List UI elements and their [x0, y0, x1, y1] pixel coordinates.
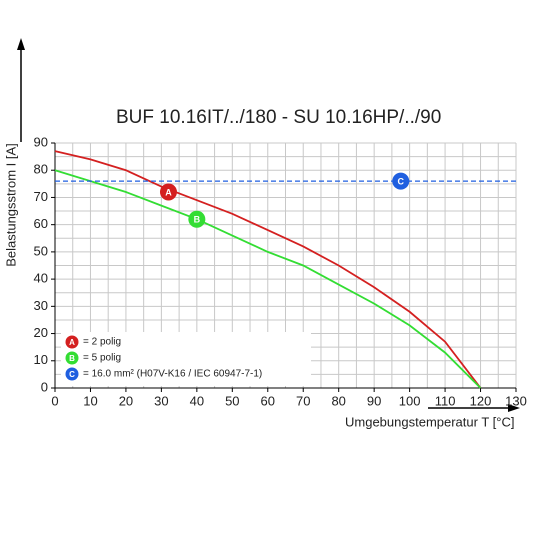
- y-axis-label: Belastungsstrom I [A]: [3, 143, 18, 267]
- y-tick-label: 70: [34, 189, 48, 204]
- y-tick-label: 90: [34, 134, 48, 149]
- series-marker: [392, 172, 410, 190]
- chart-title: BUF 10.16IT/../180 - SU 10.16HP/../90: [116, 107, 441, 128]
- series-line: [54, 150, 482, 389]
- legend-label: = 5 polig: [83, 353, 121, 364]
- x-tick-label: 20: [119, 393, 133, 408]
- x-tick-label: 50: [225, 393, 239, 408]
- y-tick-label: 0: [41, 379, 48, 394]
- x-tick-label: 90: [367, 393, 381, 408]
- x-tick-label: 40: [190, 393, 204, 408]
- x-tick-label: 10: [83, 393, 97, 408]
- y-tick-label: 40: [34, 271, 48, 286]
- x-axis-label: Umgebungstemperatur T [°C]: [345, 414, 514, 429]
- series-marker: [159, 183, 177, 201]
- y-tick-label: 50: [34, 243, 48, 258]
- marker-label: B: [194, 215, 201, 225]
- legend-marker-label: C: [69, 370, 75, 379]
- series-line: [54, 169, 482, 389]
- x-tick-label: 0: [51, 393, 58, 408]
- legend-marker: [65, 335, 79, 349]
- x-tick-label: 110: [435, 393, 456, 408]
- x-tick-label: 30: [154, 393, 168, 408]
- y-tick-label: 20: [34, 325, 48, 340]
- x-tick-label: 130: [505, 393, 527, 408]
- legend-marker: [65, 367, 79, 381]
- x-tick-label: 100: [399, 393, 421, 408]
- legend-marker: [65, 351, 79, 365]
- marker-label: A: [165, 187, 172, 197]
- legend-label: = 2 polig: [83, 337, 121, 348]
- legend-marker-label: A: [69, 338, 75, 347]
- x-tick-label: 80: [331, 393, 345, 408]
- legend-box: [61, 332, 311, 386]
- y-axis-arrow-head: [17, 38, 25, 50]
- x-axis-arrow-head: [508, 404, 520, 412]
- x-tick-label: 70: [296, 393, 310, 408]
- legend-label: = 16.0 mm² (H07V-K16 / IEC 60947-7-1): [83, 369, 262, 380]
- x-tick-label: 60: [261, 393, 275, 408]
- y-tick-label: 60: [34, 216, 48, 231]
- legend-marker-label: B: [69, 354, 75, 363]
- y-tick-label: 80: [34, 162, 48, 177]
- y-tick-label: 30: [34, 298, 48, 313]
- x-tick-label: 120: [470, 393, 492, 408]
- marker-label: C: [398, 176, 405, 186]
- series-marker: [188, 210, 206, 228]
- y-tick-label: 10: [34, 352, 48, 367]
